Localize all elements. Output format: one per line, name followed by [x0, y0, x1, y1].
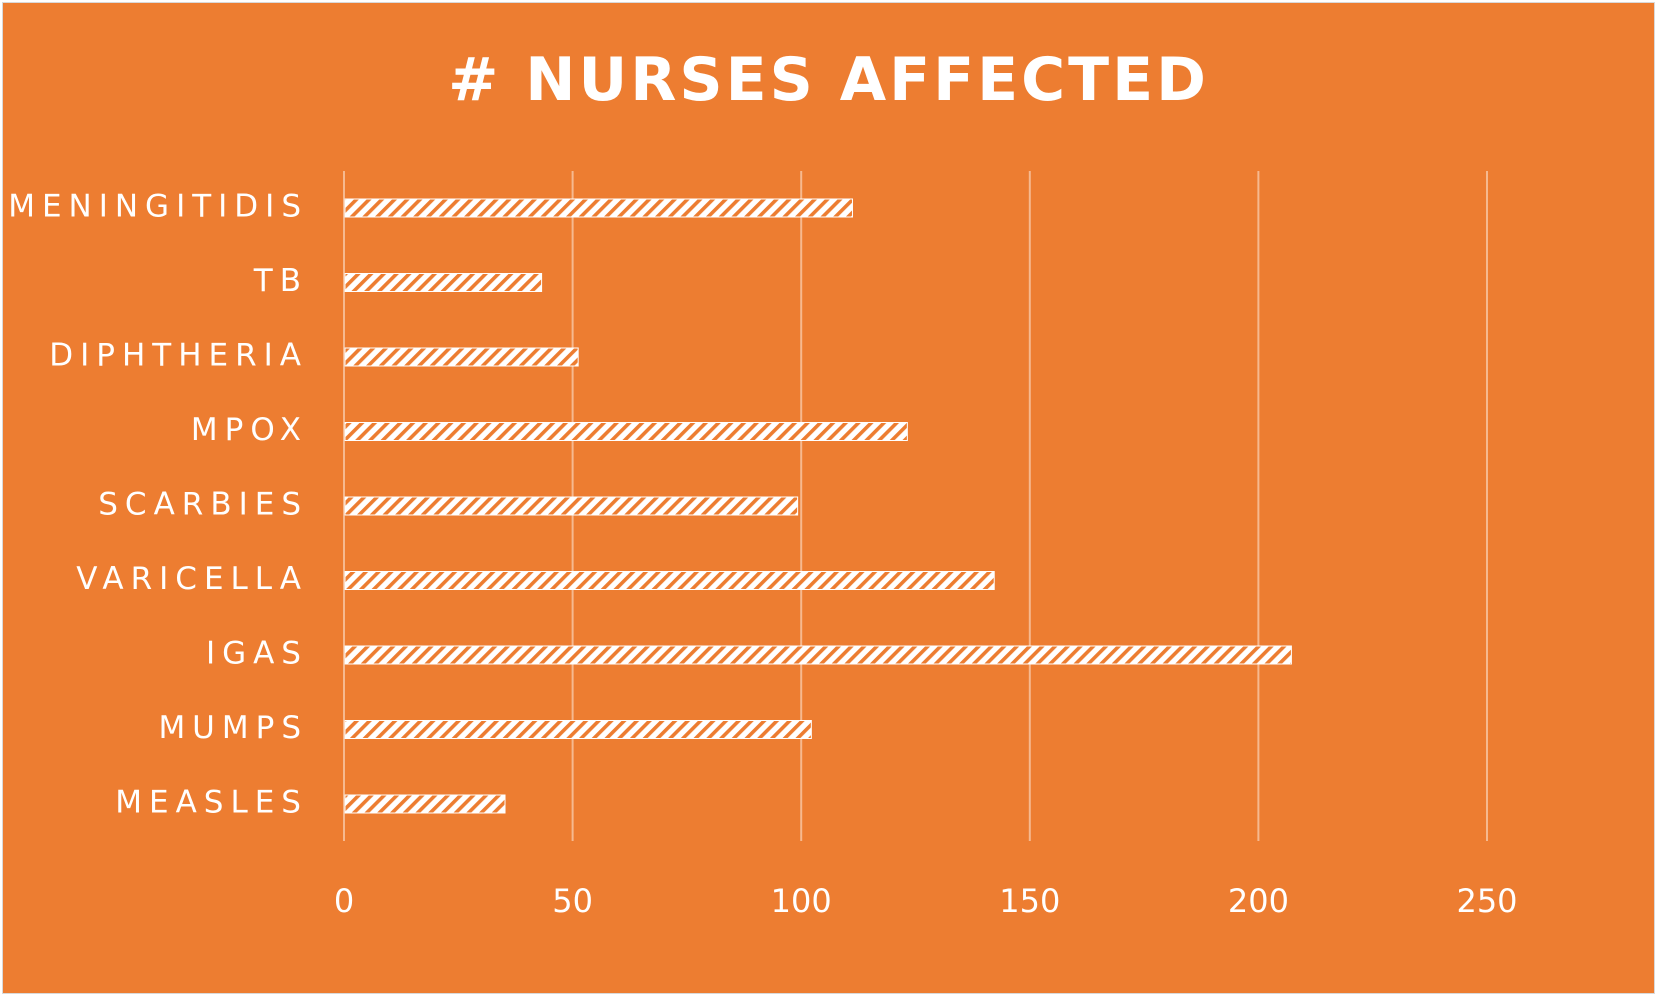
bar-mpox	[344, 422, 908, 441]
category-label: MUMPS	[158, 710, 308, 746]
category-label: MPOX	[191, 412, 308, 448]
bar-varicella	[344, 571, 995, 590]
category-label: SCARBIES	[98, 487, 308, 523]
bar-measles	[344, 794, 506, 814]
x-tick-label: 200	[1228, 882, 1289, 920]
category-labels: MENINGITIDIS TB DIPHTHERIA MPOX SCARBIES VARI…	[8, 189, 308, 821]
x-tick-label: 150	[999, 882, 1060, 920]
category-label: MENINGITIDIS	[8, 189, 308, 225]
x-axis-ticks: 0 50 100 150 200 250	[334, 882, 1518, 920]
chart-plot: MENINGITIDIS TB DIPHTHERIA MPOX SCARBIES VARI…	[8, 171, 1518, 920]
bar-tb	[344, 273, 543, 292]
x-tick-label: 0	[334, 882, 354, 920]
bar-mumps	[344, 720, 812, 739]
x-tick-label: 50	[552, 882, 593, 920]
category-label: VARICELLA	[76, 561, 308, 597]
x-tick-label: 100	[771, 882, 832, 920]
x-tick-label: 250	[1456, 882, 1517, 920]
category-label: DIPHTHERIA	[49, 338, 308, 374]
category-label: TB	[253, 263, 308, 299]
bars	[344, 198, 1292, 814]
bar-scarbies	[344, 496, 799, 516]
bar-meningitidis	[344, 198, 853, 218]
bar-igas	[344, 645, 1292, 665]
category-label: MEASLES	[115, 785, 308, 821]
bar-diphtheria	[344, 347, 579, 367]
category-label: IGAS	[206, 636, 308, 672]
chart-title: # NURSES AFFECTED	[448, 45, 1209, 115]
